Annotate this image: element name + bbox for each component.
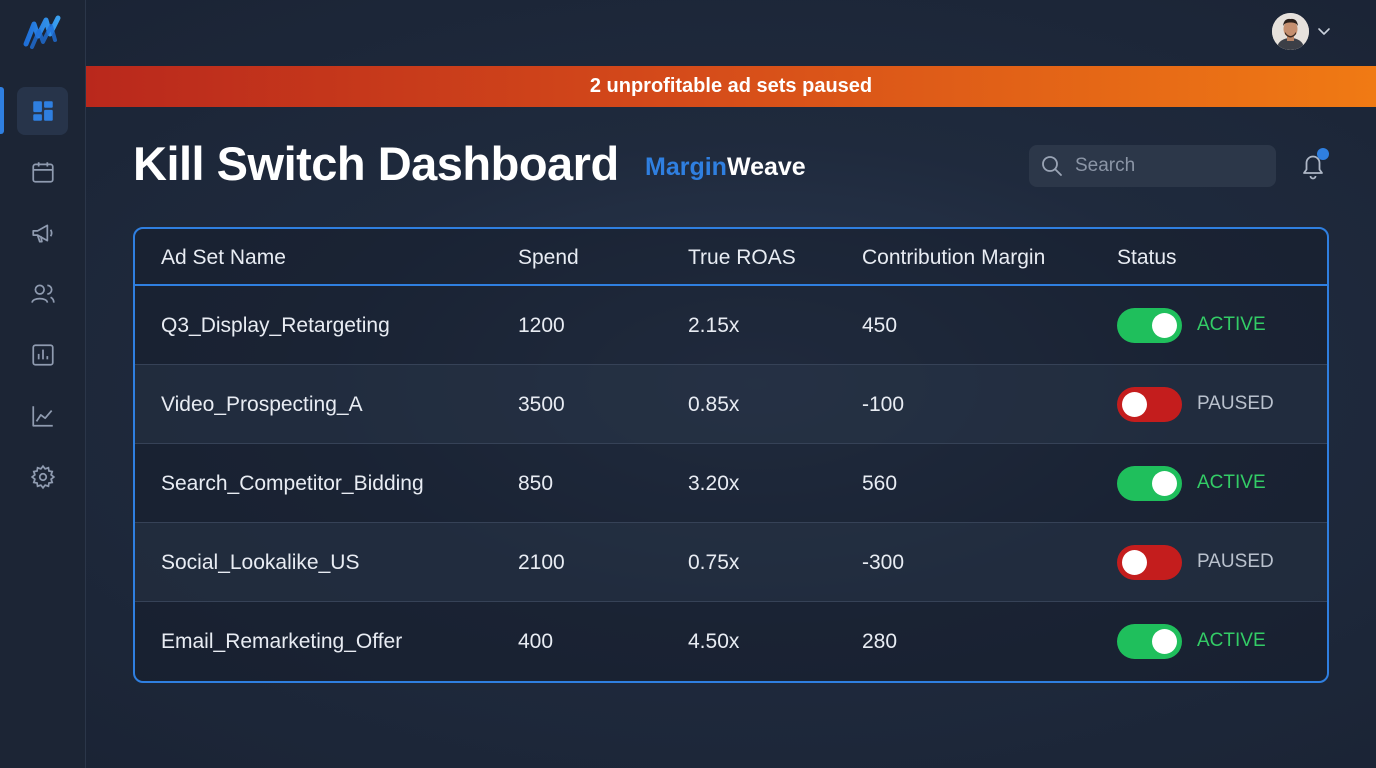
line-chart-icon [31,406,53,427]
status-toggle[interactable] [1117,466,1182,501]
toggle-knob [1152,471,1177,496]
roas-cell: 4.50x [688,630,740,653]
gear-icon [30,464,55,490]
margin-cell: 560 [862,472,898,495]
table-row: Video_Prospecting_A 3500 0.85x -100 PAUS… [135,365,1327,444]
toggle-knob [1152,629,1177,654]
calendar-icon [31,162,54,183]
user-avatar[interactable] [1272,13,1309,50]
ad-set-name-cell: Email_Remarketing_Offer [161,630,403,653]
table-row: Social_Lookalike_US 2100 0.75x -300 PAUS… [135,523,1327,602]
ad-set-name-cell: Q3_Display_Retargeting [161,314,390,337]
sidebar-item-campaigns[interactable] [17,209,68,257]
status-label: ACTIVE [1197,630,1266,651]
margin-cell: -100 [862,393,905,416]
brand-name: MarginWeave [645,153,806,182]
app-logo-icon[interactable] [22,14,64,52]
column-header-true-roas[interactable]: True ROAS [688,246,796,269]
spend-cell: 400 [518,630,554,653]
notification-dot [1317,148,1329,160]
margin-cell: -300 [862,551,905,574]
toggle-knob [1122,392,1147,417]
roas-cell: 0.75x [688,551,740,574]
margin-cell: 450 [862,314,898,337]
table-row: Email_Remarketing_Offer 400 4.50x 280 AC… [135,602,1327,681]
spend-cell: 3500 [518,393,565,416]
ad-set-name-cell: Social_Lookalike_US [161,551,360,574]
sidebar-item-analytics[interactable] [17,392,68,440]
toggle-knob [1152,313,1177,338]
status-label: ACTIVE [1197,314,1266,335]
table-header: Ad Set Name Spend True ROAS Contribution… [135,229,1327,286]
sidebar-item-calendar[interactable] [17,148,68,196]
spend-cell: 2100 [518,551,565,574]
table-row: Q3_Display_Retargeting 1200 2.15x 450 AC… [135,286,1327,365]
search-icon [1042,156,1062,176]
status-label: PAUSED [1197,393,1274,414]
ad-set-name-cell: Search_Competitor_Bidding [161,472,424,495]
alert-banner: 2 unprofitable ad sets paused [86,66,1376,107]
sidebar [0,0,86,768]
ad-sets-table: Ad Set Name Spend True ROAS Contribution… [133,227,1329,683]
status-toggle[interactable] [1117,387,1182,422]
table-row: Search_Competitor_Bidding 850 3.20x 560 … [135,444,1327,523]
column-header-spend[interactable]: Spend [518,246,579,269]
search-input[interactable] [1075,155,1255,177]
alert-banner-text: 2 unprofitable ad sets paused [589,75,873,97]
dashboard-icon [32,101,53,121]
spend-cell: 850 [518,472,554,495]
sidebar-item-settings[interactable] [17,453,68,501]
sidebar-item-reports[interactable] [17,331,68,379]
status-label: ACTIVE [1197,472,1266,493]
toggle-knob [1122,550,1147,575]
sidebar-item-users[interactable] [17,270,68,318]
roas-cell: 3.20x [688,472,740,495]
status-toggle[interactable] [1117,308,1182,343]
avatar-image [1272,13,1309,50]
megaphone-icon [31,224,53,243]
column-header-contribution-margin[interactable]: Contribution Margin [862,246,1046,269]
status-toggle[interactable] [1117,624,1182,659]
brand-name-part2: Weave [726,153,806,181]
chevron-down-icon[interactable] [1317,24,1331,38]
brand-name-part1: Margin [645,153,727,181]
notification-bell-icon[interactable] [1298,150,1328,182]
column-header-status[interactable]: Status [1117,246,1177,269]
roas-cell: 2.15x [688,314,740,337]
users-icon [30,284,55,303]
nav-active-indicator [0,87,4,134]
status-label: PAUSED [1197,551,1274,572]
margin-cell: 280 [862,630,898,653]
page-title: Kill Switch Dashboard [133,137,619,190]
search-box[interactable] [1029,145,1276,187]
status-toggle[interactable] [1117,545,1182,580]
spend-cell: 1200 [518,314,565,337]
sidebar-item-dashboard[interactable] [17,87,68,135]
ad-set-name-cell: Video_Prospecting_A [161,393,363,416]
bar-chart-icon [31,344,54,366]
column-header-ad-set-name[interactable]: Ad Set Name [161,246,286,269]
roas-cell: 0.85x [688,393,740,416]
